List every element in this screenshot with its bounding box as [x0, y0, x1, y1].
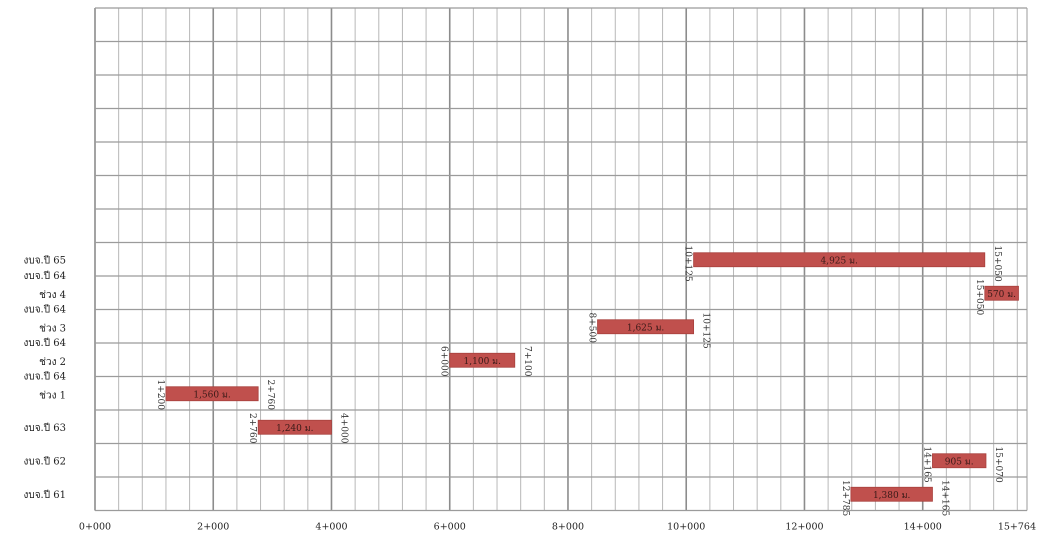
bar-start-label: 8+500 — [587, 313, 597, 344]
bar-start-label: 10+125 — [683, 246, 693, 282]
row-label: งบจ.ปี 64 — [23, 270, 66, 282]
row-label: งบจ.ปี 63 — [23, 422, 66, 434]
gantt-bar — [850, 486, 933, 502]
bar-start-label: 12+785 — [840, 480, 850, 516]
x-tick-label: 0+000 — [79, 522, 111, 533]
row-label: งบจ.ปี 64 — [23, 337, 66, 349]
gantt-bar — [597, 319, 695, 335]
row-sublabel: ช่วง 3 — [39, 323, 66, 334]
bar-length-label: 1,240 ม. — [276, 424, 314, 434]
gantt-bar — [984, 285, 1019, 301]
row-label: งบจ.ปี 61 — [23, 489, 66, 501]
bar-end-label: 7+100 — [522, 346, 532, 377]
gantt-bar — [449, 352, 516, 368]
bar-length-label: 1,380 ม. — [873, 491, 911, 501]
x-tick-label: 6+000 — [434, 522, 466, 533]
x-axis-labels: 0+000 2+000 4+000 6+000 8+000 10+000 12+000 14+… — [79, 522, 1036, 533]
x-tick-label: 14+000 — [904, 522, 942, 533]
x-tick-label: 15+764 — [998, 522, 1036, 533]
bar-length-label: 4,925 ม. — [820, 256, 858, 266]
bar-length-label: 1,100 ม. — [464, 357, 502, 367]
bar-start-label: 6+000 — [439, 346, 449, 377]
x-tick-label: 4+000 — [315, 522, 347, 533]
x-tick-label: 12+000 — [785, 522, 823, 533]
row-label: งบจ.ปี 62 — [23, 455, 66, 467]
bar-end-label: 14+165 — [939, 480, 949, 516]
bar-start-label: 14+165 — [921, 447, 931, 483]
row-label: งบจ.ปี 65 — [23, 254, 66, 266]
bar-length-label: 1,625 ม. — [627, 323, 665, 333]
x-tick-label: 8+000 — [552, 522, 584, 533]
bar-end-label: 2+760 — [265, 380, 275, 411]
y-axis-labels: งบจ.ปี 65 งบจ.ปี 64 ช่วง 4 งบจ.ปี 64 ช่วง 3 ง… — [23, 254, 66, 501]
row-sublabel: ช่วง 4 — [39, 290, 66, 301]
x-tick-label: 10+000 — [667, 522, 705, 533]
bar-end-label: 10+125 — [701, 313, 711, 349]
bar-end-label: 15+070 — [993, 447, 1003, 483]
row-label: งบจ.ปี 64 — [23, 371, 66, 383]
gantt-bar — [693, 252, 986, 268]
gantt-bar — [257, 419, 332, 435]
gantt-bar — [932, 453, 987, 469]
bar-end-label: 15+050 — [992, 246, 1002, 282]
row-sublabel: ช่วง 1 — [39, 390, 66, 401]
x-tick-label: 2+000 — [197, 522, 229, 533]
bar-length-label: 570 ม. — [987, 290, 1016, 300]
row-label: งบจ.ปี 64 — [23, 304, 66, 316]
bar-end-label: 4+000 — [338, 413, 348, 444]
bar-length-label: 905 ม. — [945, 457, 974, 467]
row-sublabel: ช่วง 2 — [39, 357, 66, 368]
bar-length-label: 1,560 ม. — [193, 390, 231, 400]
row-gridlines — [95, 7, 1027, 512]
bar-start-label: 2+760 — [247, 413, 257, 444]
gantt-bar — [165, 386, 259, 402]
bar-start-label: 15+050 — [974, 279, 984, 315]
bar-start-label: 1+200 — [155, 380, 165, 411]
